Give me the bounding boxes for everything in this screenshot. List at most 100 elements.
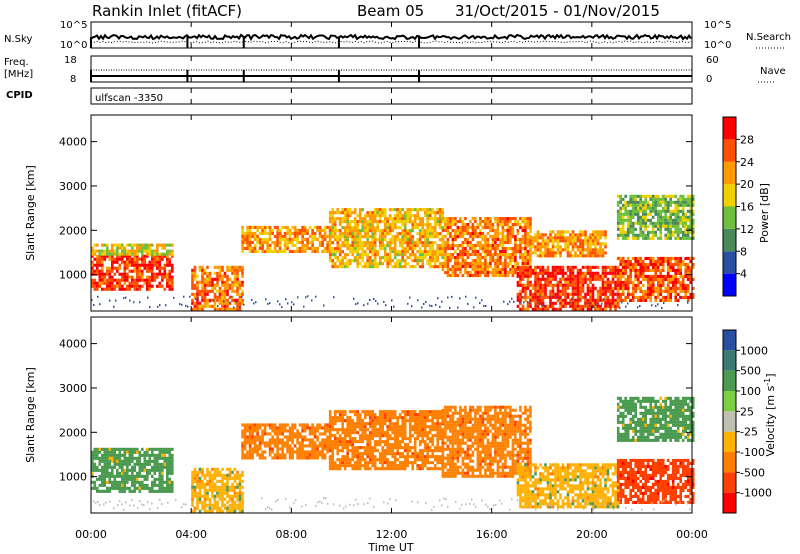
echo-cell	[574, 245, 577, 249]
echo-cell	[146, 278, 149, 282]
echo-cell	[669, 286, 672, 290]
echo-cell	[391, 226, 394, 230]
echo-cell	[361, 229, 364, 233]
echo-cell	[171, 489, 174, 493]
echo-cell	[141, 462, 144, 466]
echo-cell	[484, 241, 487, 245]
echo-cell	[629, 277, 632, 281]
echo-cell	[506, 238, 510, 242]
echo-cell	[684, 227, 687, 231]
echo-cell	[476, 235, 480, 239]
echo-cell	[691, 295, 695, 299]
echo-cell	[211, 467, 214, 471]
echo-cell	[606, 280, 610, 284]
echo-cell	[231, 298, 234, 302]
echo-cell	[408, 265, 412, 269]
echo-cell	[363, 262, 367, 266]
echo-cell	[441, 244, 444, 248]
echo-cell	[381, 214, 384, 218]
echo-cell	[128, 281, 132, 285]
echo-cell	[413, 208, 417, 212]
echo-cell	[459, 235, 462, 239]
echo-cell	[136, 287, 139, 291]
echo-cell	[679, 289, 682, 293]
echo-cell	[689, 265, 692, 269]
echo-cell	[466, 223, 470, 227]
echo-cell	[373, 253, 377, 257]
echo-cell	[336, 440, 339, 444]
echo-cell	[131, 456, 134, 460]
echo-cell	[251, 456, 254, 460]
echo-cell	[216, 470, 219, 474]
echo-cell	[506, 253, 510, 257]
echo-cell	[168, 287, 172, 291]
echo-cell	[116, 483, 119, 487]
echo-cell	[273, 429, 277, 433]
echo-cell	[646, 194, 650, 198]
echo-cell	[614, 268, 617, 272]
echo-cell	[98, 278, 102, 282]
echo-cell	[666, 224, 670, 228]
scatter-point	[609, 303, 611, 306]
echo-cell	[624, 262, 627, 266]
echo-cell	[619, 283, 622, 287]
echo-cell	[158, 450, 162, 454]
echo-cell	[218, 268, 222, 272]
echo-cell	[241, 265, 244, 269]
echo-cell	[651, 203, 655, 207]
echo-cell	[351, 428, 354, 432]
echo-cell	[544, 254, 547, 258]
scatter-point	[181, 303, 183, 306]
echo-cell	[636, 286, 640, 290]
echo-cell	[631, 212, 635, 216]
echo-cell	[361, 226, 364, 230]
echo-cell	[616, 194, 620, 198]
echo-cell	[559, 277, 562, 281]
echo-cell	[103, 249, 107, 253]
echo-cell	[461, 262, 465, 266]
echo-cell	[203, 485, 207, 489]
echo-cell	[93, 480, 97, 484]
echo-cell	[524, 271, 527, 275]
echo-cell	[313, 447, 317, 451]
echo-cell	[626, 212, 630, 216]
echo-cell	[671, 286, 675, 290]
scatter-point	[333, 296, 335, 299]
echo-cell	[306, 243, 309, 247]
echo-cell	[223, 506, 227, 510]
echo-cell	[531, 292, 535, 296]
echo-cell	[423, 208, 427, 212]
echo-cell	[238, 301, 242, 305]
echo-cell	[161, 462, 164, 466]
echo-cell	[589, 248, 592, 252]
echo-cell	[338, 464, 342, 468]
echo-cell	[431, 244, 434, 248]
echo-cell	[589, 307, 592, 311]
echo-cell	[546, 277, 550, 281]
echo-cell	[246, 234, 249, 238]
echo-cell	[103, 465, 107, 469]
echo-cell	[91, 284, 94, 288]
echo-cell	[378, 208, 382, 212]
echo-cell	[113, 462, 117, 466]
echo-cell	[286, 447, 289, 451]
echo-cell	[544, 251, 547, 255]
echo-cell	[238, 500, 242, 504]
echo-cell	[258, 441, 262, 445]
echo-cell	[646, 224, 650, 228]
echo-cell	[168, 489, 172, 493]
echo-cell	[444, 262, 447, 266]
echo-cell	[476, 232, 480, 236]
echo-cell	[504, 274, 507, 278]
echo-cell	[451, 256, 455, 260]
echo-cell	[203, 301, 207, 305]
echo-cell	[594, 271, 597, 275]
echo-cell	[461, 259, 465, 263]
echo-cell	[321, 447, 324, 451]
echo-cell	[201, 479, 204, 483]
echo-cell	[113, 456, 117, 460]
echo-cell	[258, 444, 262, 448]
echo-cell	[288, 435, 292, 439]
echo-cell	[168, 249, 172, 253]
echo-cell	[666, 265, 670, 269]
